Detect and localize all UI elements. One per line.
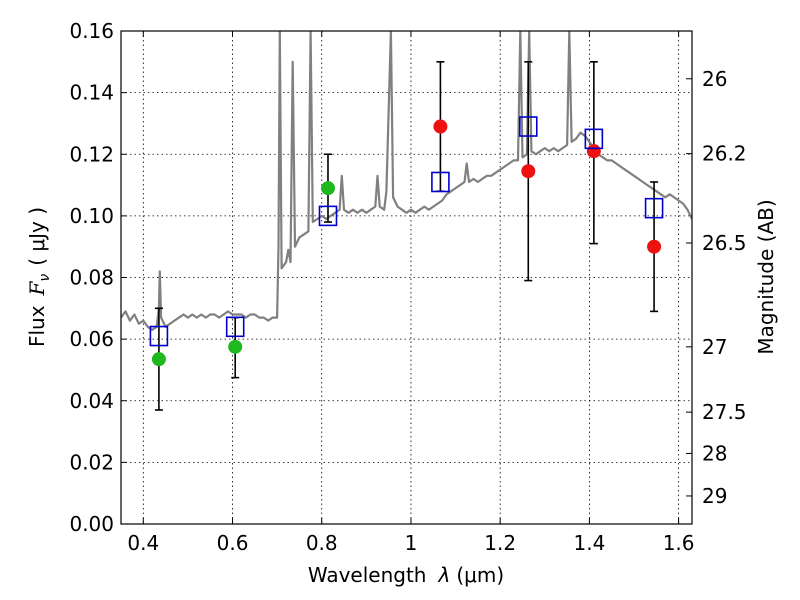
- y-tick-label: 0.14: [69, 81, 114, 105]
- right-tick-label: 29: [702, 484, 727, 508]
- red-data-point: [586, 144, 601, 159]
- y-tick-label: 0.08: [69, 266, 114, 290]
- right-tick-label: 26: [702, 67, 727, 91]
- spectrum-layer: [121, 31, 692, 331]
- spectrum-line: [121, 31, 692, 331]
- tick-labels: 0.4 0.6 0.8 1 1.2 1.4 1.6 0.00 0.02 0.04 0.06 0.08 0…: [69, 19, 746, 555]
- model-square-point: [584, 128, 604, 150]
- green-data-point: [320, 181, 335, 196]
- red-data-point: [647, 239, 662, 254]
- green-data-point: [151, 352, 166, 367]
- model-square-point: [318, 205, 338, 227]
- y-tick-label: 0.02: [69, 450, 114, 474]
- x-tick-label: 0.6: [217, 531, 249, 555]
- y-tick-label: 0.04: [69, 389, 114, 413]
- green-data-point: [228, 339, 243, 354]
- x-axis-label: Wavelength λ (μm): [308, 563, 504, 587]
- model-square-point: [431, 171, 450, 193]
- right-tick-label: 27: [702, 335, 727, 359]
- right-axis-label: Magnitude (AB): [754, 199, 778, 354]
- right-tick-label: 28: [702, 441, 727, 465]
- right-tick-label: 26.2: [702, 142, 747, 166]
- red-data-point: [521, 164, 536, 179]
- x-tick-label: 0.4: [127, 531, 159, 555]
- x-tick-label: 1: [405, 531, 418, 555]
- red-data-point: [433, 119, 448, 134]
- right-tick-label: 27.5: [702, 400, 747, 424]
- error-bars: [154, 61, 659, 411]
- x-tick-label: 0.8: [306, 531, 338, 555]
- y-tick-label: 0.10: [69, 204, 114, 228]
- x-tick-label: 1.2: [484, 531, 516, 555]
- markers: [149, 116, 664, 367]
- y-tick-label: 0.00: [69, 512, 114, 536]
- grid: [121, 30, 692, 525]
- right-tick-label: 26.5: [702, 231, 747, 255]
- x-tick-label: 1.4: [573, 531, 605, 555]
- model-square-point: [225, 316, 245, 338]
- y-tick-label: 0.06: [69, 327, 114, 351]
- model-square-point: [644, 197, 664, 219]
- y-tick-label: 0.16: [69, 19, 114, 43]
- y-axis-label: FluxFν( μJy ): [25, 207, 53, 347]
- model-square-point: [518, 116, 538, 137]
- x-tick-label: 1.6: [663, 531, 695, 555]
- y-tick-label: 0.12: [69, 142, 114, 166]
- ticks: [121, 30, 692, 525]
- model-square-point: [149, 325, 169, 347]
